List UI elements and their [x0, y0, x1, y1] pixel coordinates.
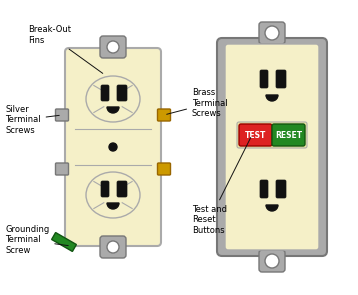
- Text: Break-Out
Fins: Break-Out Fins: [28, 25, 103, 73]
- Polygon shape: [52, 232, 76, 251]
- FancyBboxPatch shape: [260, 70, 268, 88]
- Wedge shape: [266, 205, 278, 211]
- FancyBboxPatch shape: [117, 85, 127, 101]
- FancyBboxPatch shape: [55, 163, 68, 175]
- FancyBboxPatch shape: [158, 109, 170, 121]
- FancyBboxPatch shape: [117, 181, 127, 197]
- FancyBboxPatch shape: [260, 180, 268, 198]
- FancyBboxPatch shape: [101, 181, 109, 197]
- FancyBboxPatch shape: [276, 180, 286, 198]
- FancyBboxPatch shape: [272, 124, 305, 146]
- FancyBboxPatch shape: [225, 44, 319, 250]
- FancyBboxPatch shape: [55, 109, 68, 121]
- Wedge shape: [266, 95, 278, 101]
- Circle shape: [109, 143, 117, 151]
- Wedge shape: [107, 203, 119, 209]
- FancyBboxPatch shape: [100, 236, 126, 258]
- Ellipse shape: [86, 76, 140, 122]
- Circle shape: [265, 254, 279, 268]
- FancyBboxPatch shape: [217, 38, 327, 256]
- Circle shape: [107, 41, 119, 53]
- FancyBboxPatch shape: [239, 124, 272, 146]
- Text: RESET: RESET: [275, 130, 302, 140]
- Wedge shape: [107, 107, 119, 113]
- Circle shape: [265, 26, 279, 40]
- Text: TEST: TEST: [245, 130, 266, 140]
- FancyBboxPatch shape: [65, 48, 161, 246]
- FancyBboxPatch shape: [237, 122, 307, 148]
- Ellipse shape: [86, 172, 140, 218]
- Circle shape: [107, 241, 119, 253]
- FancyBboxPatch shape: [101, 85, 109, 101]
- Text: Test and
Reset
Buttons: Test and Reset Buttons: [192, 137, 251, 235]
- FancyBboxPatch shape: [100, 36, 126, 58]
- Text: Grounding
Terminal
Screw: Grounding Terminal Screw: [5, 225, 68, 255]
- FancyBboxPatch shape: [259, 22, 285, 44]
- Text: Brass
Terminal
Screws: Brass Terminal Screws: [167, 88, 228, 118]
- FancyBboxPatch shape: [259, 250, 285, 272]
- FancyBboxPatch shape: [276, 70, 286, 88]
- Text: Silver
Terminal
Screws: Silver Terminal Screws: [5, 105, 59, 135]
- FancyBboxPatch shape: [158, 163, 170, 175]
